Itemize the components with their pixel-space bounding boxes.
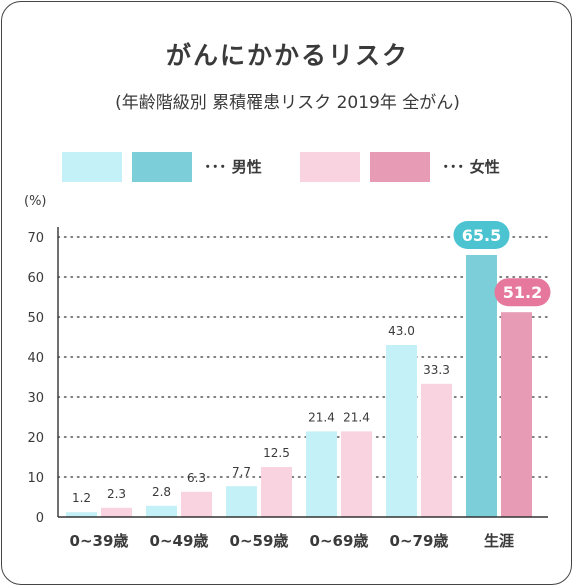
- data-label-male: 7.7: [232, 465, 251, 479]
- x-tick-label: 0~49歳: [150, 532, 209, 550]
- y-tick-label: 30: [27, 391, 44, 406]
- bar-female: [341, 431, 372, 517]
- data-label-male: 2.8: [152, 485, 171, 499]
- legend-swatch-female-light: [300, 152, 360, 182]
- data-label-female: 33.3: [423, 363, 450, 377]
- bar-male: [226, 486, 257, 517]
- x-tick-label: 0~39歳: [70, 532, 129, 550]
- bar-female: [261, 467, 292, 517]
- data-label-female: 2.3: [107, 487, 126, 501]
- y-tick-label: 40: [27, 351, 44, 366]
- data-label-female: 21.4: [343, 410, 370, 424]
- bar-female: [421, 383, 452, 517]
- y-tick-label: 50: [27, 311, 44, 326]
- legend-label-male: ･･･ 男性: [204, 158, 262, 176]
- y-tick-label: 0: [36, 511, 44, 526]
- y-axis-unit-label: (%): [24, 194, 47, 209]
- data-label-female: 51.2: [503, 283, 542, 302]
- data-label-male: 21.4: [308, 410, 335, 424]
- bar-female: [501, 312, 532, 517]
- bar-male: [66, 512, 97, 517]
- y-tick-label: 10: [27, 471, 44, 486]
- x-tick-label: 0~69歳: [310, 532, 369, 550]
- legend-swatch-male-dark: [132, 152, 192, 182]
- data-label-male: 65.5: [462, 226, 501, 245]
- x-tick-label: 生涯: [484, 532, 514, 550]
- data-label-bubble-male: [453, 221, 510, 249]
- chart-subtitle: (年齢階級別 累積罹患リスク 2019年 全がん): [115, 93, 460, 113]
- data-label-female: 12.5: [263, 446, 290, 460]
- y-tick-label: 20: [27, 431, 44, 446]
- bar-female: [101, 507, 132, 517]
- bar-male: [146, 505, 177, 517]
- legend-swatch-female-dark: [370, 152, 430, 182]
- data-label-bubble-female: [494, 278, 551, 307]
- chart-title: がんにかかるリスク: [165, 41, 409, 70]
- data-label-male: 43.0: [388, 324, 415, 338]
- legend-label-female: ･･･ 女性: [442, 158, 500, 176]
- bar-male: [466, 255, 497, 517]
- bar-female: [181, 491, 212, 517]
- data-label-female: 6.3: [187, 471, 206, 485]
- x-tick-label: 0~79歳: [390, 532, 449, 550]
- bar-male: [386, 345, 417, 517]
- x-tick-label: 0~59歳: [230, 532, 289, 550]
- y-tick-label: 70: [27, 231, 44, 246]
- bar-male: [306, 431, 337, 517]
- data-label-male: 1.2: [72, 491, 91, 505]
- y-tick-label: 60: [27, 271, 44, 286]
- legend-swatch-male-light: [62, 152, 122, 182]
